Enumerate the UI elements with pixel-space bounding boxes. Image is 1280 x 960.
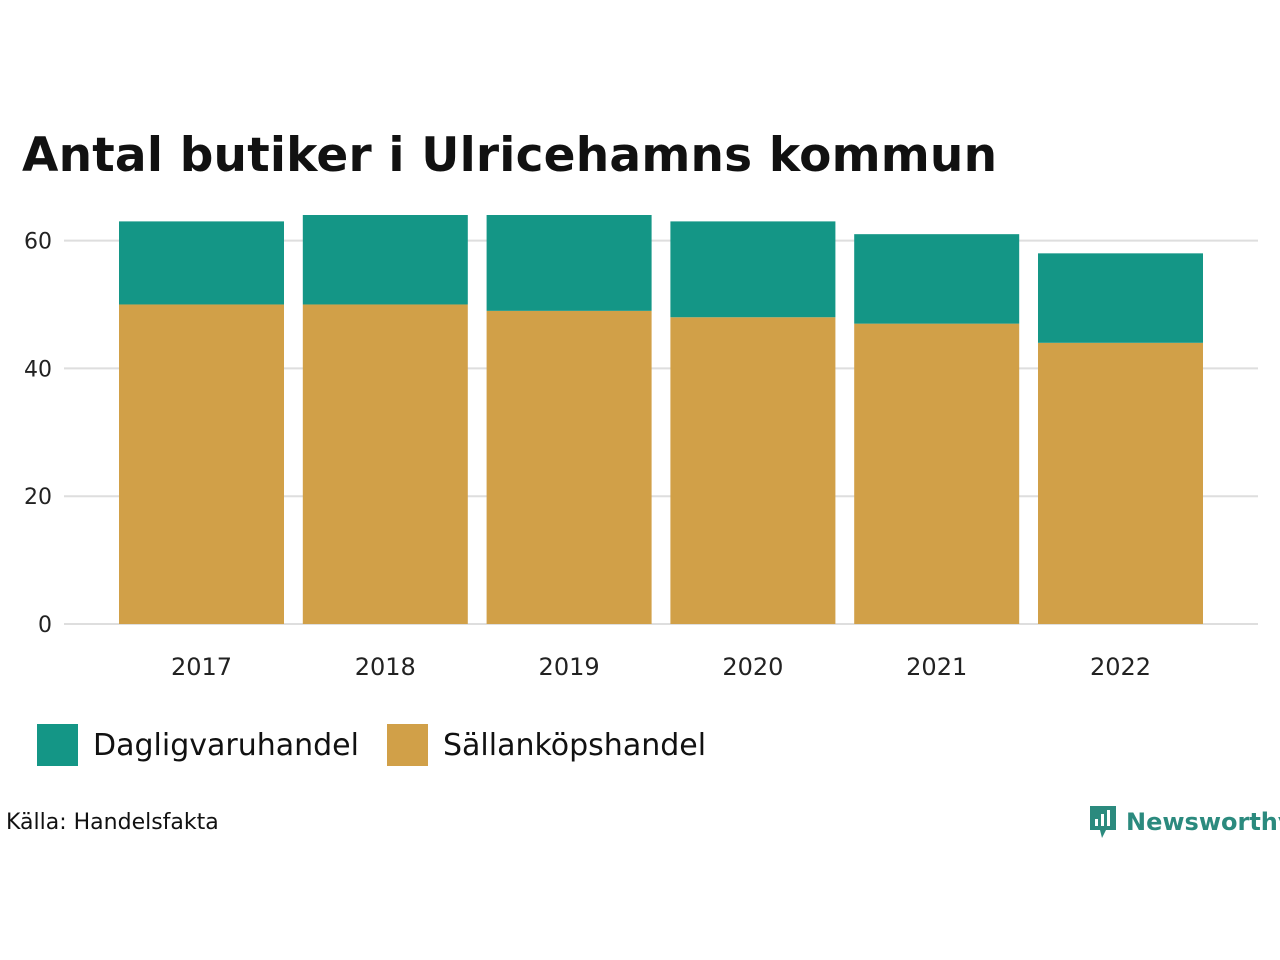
source-note: Källa: Handelsfakta [6,810,219,835]
newsworthy-logo-icon [1090,806,1116,838]
brand-name: Newsworthy [1126,808,1280,836]
x-tick-label-2020: 2020 [722,653,783,681]
legend-item-dagligvaruhandel: Dagligvaruhandel [37,724,359,766]
x-tick-label-2017: 2017 [171,653,232,681]
bar-dagligvaruhandel-2017 [119,221,284,305]
bar-s-llank-pshandel-2019 [486,310,652,624]
x-tick-label-2021: 2021 [906,653,967,681]
bar-dagligvaruhandel-2019 [486,215,652,311]
y-tick-label-40: 40 [24,357,52,382]
legend-label-sallankopshandel: Sällanköpshandel [442,727,707,763]
legend-label-dagligvaruhandel: Dagligvaruhandel [93,727,359,763]
bar-s-llank-pshandel-2020 [670,317,836,624]
bar-s-llank-pshandel-2018 [302,304,468,624]
legend: Dagligvaruhandel Sällanköpshandel [37,724,734,766]
bar-dagligvaruhandel-2018 [302,215,468,305]
y-tick-label-20: 20 [24,485,52,510]
y-tick-label-60: 60 [24,230,52,255]
bar-dagligvaruhandel-2020 [670,221,836,318]
bar-s-llank-pshandel-2021 [854,323,1020,624]
bar-dagligvaruhandel-2022 [1038,253,1203,343]
x-tick-label-2019: 2019 [539,653,600,681]
y-tick-label-0: 0 [38,613,52,638]
bar-s-llank-pshandel-2017 [119,304,284,624]
bar-dagligvaruhandel-2021 [854,234,1020,324]
legend-swatch-dagligvaruhandel [37,724,78,766]
x-tick-label-2018: 2018 [355,653,416,681]
bar-chart: 0 20 40 60 2017 2018 2019 2020 2021 2022 [24,215,1258,681]
bar-s-llank-pshandel-2022 [1038,342,1203,624]
legend-item-sallankopshandel: Sällanköpshandel [386,724,707,766]
x-tick-label-2022: 2022 [1090,653,1151,681]
legend-swatch-sallankopshandel [386,724,428,766]
brand[interactable]: Newsworthy [1088,804,1280,840]
chart-title: Antal butiker i Ulricehamns kommun [22,128,998,183]
